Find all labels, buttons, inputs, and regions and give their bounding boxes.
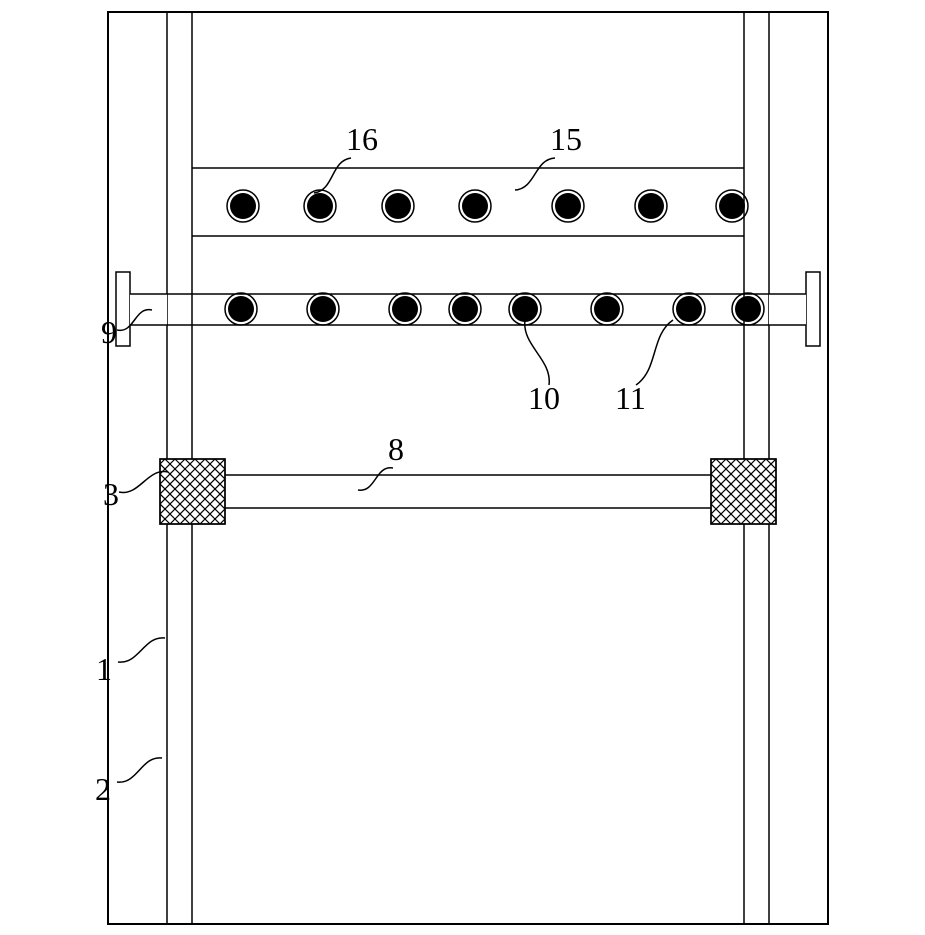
rod-stub-right-mask [769, 294, 806, 325]
leader-8 [358, 468, 393, 490]
label-16: 16 [346, 121, 378, 157]
lower-dot [676, 296, 702, 322]
hatched-block [581, 459, 901, 524]
leader-11 [636, 320, 673, 385]
upper-dot [555, 193, 581, 219]
lower-dot [512, 296, 538, 322]
hatched-block [30, 459, 350, 524]
lower-dot [735, 296, 761, 322]
lower-dot [452, 296, 478, 322]
upper-dot [638, 193, 664, 219]
upper-dot [230, 193, 256, 219]
upper-dot [385, 193, 411, 219]
upper-dot [719, 193, 745, 219]
lower-dot [310, 296, 336, 322]
label-2: 2 [95, 771, 111, 807]
label-10: 10 [528, 380, 560, 416]
label-11: 11 [615, 380, 646, 416]
leader-2 [117, 758, 162, 782]
lower-dot [392, 296, 418, 322]
label-9: 9 [101, 314, 117, 350]
technical-diagram: 16 15 9 10 11 8 3 1 2 [0, 0, 925, 935]
upper-dot [462, 193, 488, 219]
leader-10 [525, 320, 550, 385]
lower-dot [228, 296, 254, 322]
rod-cap-right [806, 272, 820, 346]
leader-1 [118, 638, 165, 662]
label-1: 1 [96, 651, 112, 687]
upper-dot [307, 193, 333, 219]
label-8: 8 [388, 431, 404, 467]
leader-15 [515, 158, 555, 190]
label-15: 15 [550, 121, 582, 157]
leader-16 [314, 158, 351, 193]
rod-cap-left [116, 272, 130, 346]
lower-dot [594, 296, 620, 322]
label-3: 3 [103, 476, 119, 512]
